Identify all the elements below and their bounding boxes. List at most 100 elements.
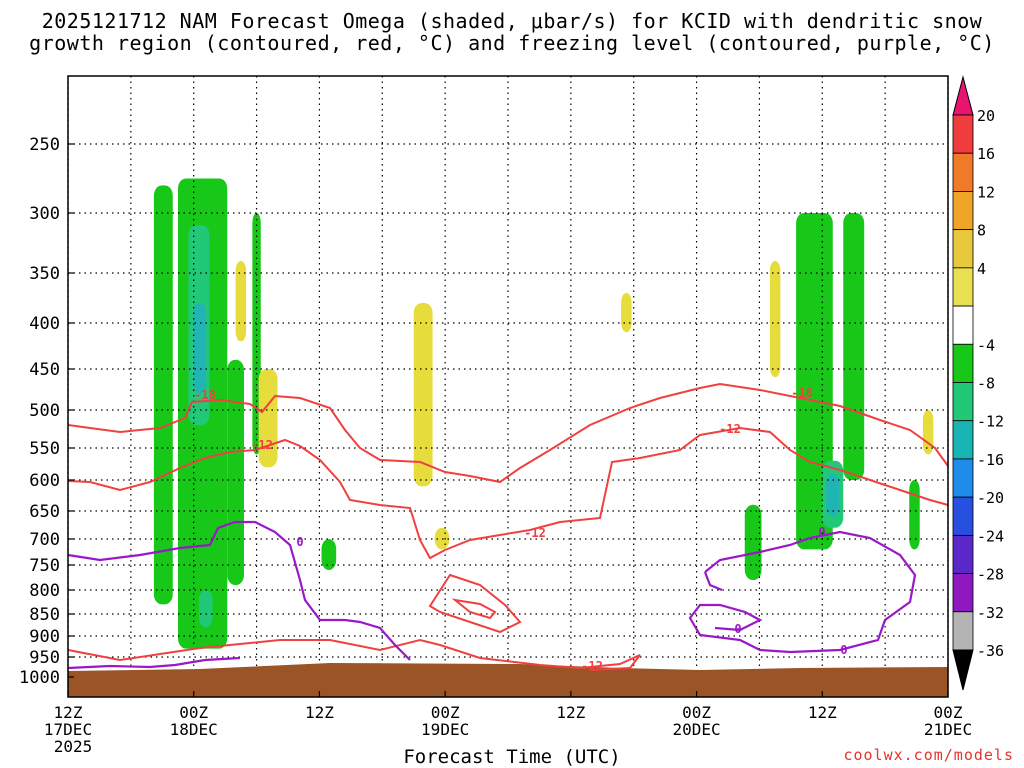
omega-shaded-region [258, 369, 278, 468]
contour-label-red: -18 [791, 386, 813, 400]
freezing-level-contour-purple [67, 656, 241, 670]
colorbar-label: 8 [977, 222, 986, 240]
contour-label-purple: 0 [734, 622, 741, 636]
colorbar-segment [952, 573, 974, 613]
colorbar-label: -24 [977, 527, 1004, 545]
colorbar-bottom-arrow [952, 649, 974, 691]
colorbar-segment [952, 191, 974, 231]
x-axis-title: Forecast Time (UTC) [403, 746, 621, 768]
terrain-fill-shape [68, 663, 948, 697]
colorbar-label: -4 [977, 336, 995, 354]
axes: 2503003504004505005506006507007508008509… [19, 75, 972, 756]
omega-shaded-region [744, 504, 762, 580]
omega-shaded-region [922, 410, 934, 455]
omega-shaded-region [826, 473, 840, 517]
y-tick-label: 800 [29, 581, 60, 601]
contour-label-red: -18 [194, 388, 216, 402]
x-tick-label: 17DEC [44, 720, 92, 739]
colorbar-segment [952, 420, 974, 460]
colorbar-label: 4 [977, 260, 986, 278]
contour-label-red: -12 [581, 659, 603, 673]
x-tick-label: 21DEC [924, 720, 972, 739]
x-tick-label: 00Z [934, 703, 963, 722]
y-tick-label: 750 [29, 556, 60, 576]
contour-label-purple: 0 [840, 643, 847, 657]
omega-shaded-region [153, 185, 173, 605]
y-tick-label: 700 [29, 530, 60, 550]
colorbar-label: -36 [977, 642, 1004, 660]
omega-shaded-region [413, 303, 433, 487]
omega-shaded-region [621, 293, 632, 333]
x-tick-label: 18DEC [170, 720, 218, 739]
y-tick-label: 1000 [19, 668, 60, 688]
colorbar-segment [952, 343, 974, 383]
x-tick-label: 12Z [808, 703, 837, 722]
colorbar-segment [952, 152, 974, 192]
chart-title-line-2: growth region (contoured, red, °C) and f… [29, 31, 995, 55]
y-tick-label: 400 [29, 314, 60, 334]
freezing-level-contour-purple [703, 571, 723, 592]
colorbar-label: -8 [977, 375, 995, 393]
x-tick-label: 00Z [431, 703, 460, 722]
dgz-contour-red [67, 638, 641, 671]
y-tick-label: 550 [29, 439, 60, 459]
colorbar-segment [952, 496, 974, 536]
y-tick-label: 900 [29, 627, 60, 647]
y-tick-label: 350 [29, 264, 60, 284]
y-tick-label: 850 [29, 605, 60, 625]
x-tick-label: 2025 [54, 737, 93, 756]
colorbar-top-arrow [952, 75, 974, 116]
colorbar-segment [952, 267, 974, 307]
y-tick-label: 950 [29, 648, 60, 668]
colorbar-label: 16 [977, 145, 995, 163]
contour-label-red: -12 [251, 438, 273, 452]
omega-shaded-region [909, 480, 920, 550]
omega-shaded-region [769, 261, 781, 378]
colorbar-segment [952, 382, 974, 422]
contour-label-red: -12 [524, 526, 546, 540]
x-tick-label: 12Z [54, 703, 83, 722]
colorbar: 20 16 12 8 4 -4 -8 -12 -16 -20 -24 -28 -32 -36 [952, 75, 1004, 691]
freezing-level-contour-purple [688, 530, 917, 654]
colorbar-segment [952, 305, 974, 345]
x-tick-label: 12Z [305, 703, 334, 722]
colorbar-label: -32 [977, 604, 1004, 622]
contours: -18 -12 -12 -12 -18 -12 0 0 0 0 [67, 382, 949, 673]
dgz-contour-red [428, 573, 522, 634]
dgz-contour-red [67, 426, 949, 560]
y-tick-label: 300 [29, 204, 60, 224]
freezing-level-contour-purple [67, 520, 411, 661]
omega-shaded-region [227, 359, 244, 585]
terrain-fill [68, 663, 948, 697]
contour-label-purple: 0 [818, 525, 825, 539]
contour-label-purple: 0 [296, 535, 303, 549]
y-tick-label: 250 [29, 135, 60, 155]
colorbar-segment [952, 534, 974, 574]
colorbar-segment [952, 458, 974, 498]
x-tick-label: 20DEC [672, 720, 720, 739]
x-tick-label: 12Z [556, 703, 585, 722]
y-tick-label: 500 [29, 401, 60, 421]
colorbar-label: -28 [977, 566, 1004, 584]
colorbar-segment [952, 229, 974, 269]
plot-frame [67, 75, 949, 698]
colorbar-segment [952, 611, 974, 651]
y-tick-label: 650 [29, 502, 60, 522]
x-tick-label: 00Z [682, 703, 711, 722]
omega-shaded-region [321, 539, 337, 570]
x-tick-label: 19DEC [421, 720, 469, 739]
omega-shaded-region [198, 590, 213, 628]
colorbar-label: -20 [977, 489, 1004, 507]
dgz-contour-red [451, 598, 497, 620]
colorbar-segment [952, 114, 974, 154]
contour-label-red: -12 [719, 422, 741, 436]
colorbar-label: 12 [977, 183, 995, 201]
chart-title-line-1: 2025121712 NAM Forecast Omega (shaded, μ… [41, 9, 983, 33]
x-tick-label: 00Z [179, 703, 208, 722]
omega-shaded-region [235, 261, 247, 342]
y-tick-label: 600 [29, 471, 60, 491]
dgz-contour-red [67, 382, 949, 484]
colorbar-label: -12 [977, 413, 1004, 431]
colorbar-label: -16 [977, 451, 1004, 469]
